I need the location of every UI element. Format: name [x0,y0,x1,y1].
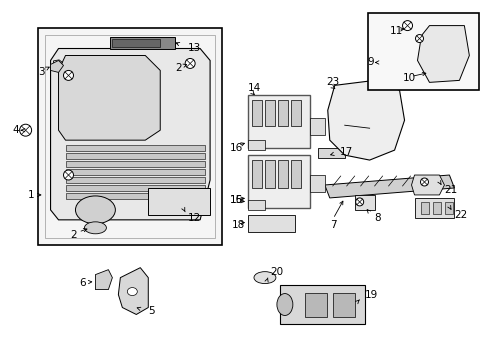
Bar [432,202,441,214]
Text: 16: 16 [229,143,243,153]
Polygon shape [65,169,204,175]
Polygon shape [414,198,453,218]
Bar [112,39,160,46]
Bar [367,13,478,90]
Bar [264,100,274,126]
Ellipse shape [127,288,137,296]
Polygon shape [65,161,204,167]
Text: 8: 8 [374,213,381,223]
Text: 15: 15 [229,195,243,205]
Text: 2: 2 [175,63,182,73]
Polygon shape [327,80,404,160]
Text: 17: 17 [339,147,352,157]
Polygon shape [95,270,112,289]
Polygon shape [411,175,444,195]
Bar [247,215,294,232]
Polygon shape [118,268,148,315]
Bar [38,28,222,245]
Text: 2: 2 [70,230,77,240]
Text: 16: 16 [229,195,243,205]
Ellipse shape [276,293,292,315]
Text: 19: 19 [364,289,377,300]
Ellipse shape [402,21,412,31]
Polygon shape [65,177,204,183]
Ellipse shape [420,178,427,186]
Ellipse shape [20,124,32,136]
Bar [279,285,364,324]
Text: 18: 18 [232,220,245,230]
Ellipse shape [185,58,195,68]
Text: 4: 4 [13,125,19,135]
Text: 21: 21 [444,185,457,195]
Ellipse shape [253,272,275,284]
Polygon shape [59,55,160,140]
Text: 9: 9 [367,58,373,67]
Text: 1: 1 [27,190,34,200]
Bar [247,95,309,148]
Bar [264,160,274,188]
Bar [247,140,264,150]
Text: 23: 23 [325,77,338,87]
Polygon shape [65,153,204,159]
Polygon shape [65,193,204,199]
Bar [304,293,326,318]
Text: 14: 14 [247,84,261,93]
Polygon shape [53,60,62,65]
Text: 7: 7 [329,220,336,230]
Ellipse shape [63,170,73,180]
Polygon shape [324,175,453,198]
Bar [110,37,175,49]
Bar [421,202,428,214]
Text: 6: 6 [80,278,86,288]
Bar [290,160,300,188]
Polygon shape [354,195,374,210]
Bar [332,293,354,318]
Text: 20: 20 [269,267,283,276]
Text: 5: 5 [148,306,155,316]
Polygon shape [317,148,344,158]
Polygon shape [65,185,204,191]
Bar [445,202,452,214]
Text: 22: 22 [453,210,467,220]
Bar [251,160,262,188]
Bar [277,160,287,188]
Ellipse shape [63,71,73,80]
Text: 11: 11 [389,26,402,36]
Bar [247,200,264,210]
Bar [277,100,287,126]
Bar [247,155,309,208]
Polygon shape [50,49,210,220]
Ellipse shape [355,198,363,206]
Text: 12: 12 [188,213,201,223]
Ellipse shape [415,35,423,42]
Bar [309,175,324,192]
Bar [290,100,300,126]
Text: 13: 13 [188,42,201,53]
Ellipse shape [84,222,106,234]
Bar [148,188,210,215]
Polygon shape [50,60,63,72]
Polygon shape [65,145,204,151]
Text: 10: 10 [402,73,415,84]
Bar [309,118,324,135]
Text: 3: 3 [39,67,45,77]
Polygon shape [417,26,468,82]
Bar [251,100,262,126]
Bar [44,35,215,238]
Ellipse shape [75,196,115,224]
